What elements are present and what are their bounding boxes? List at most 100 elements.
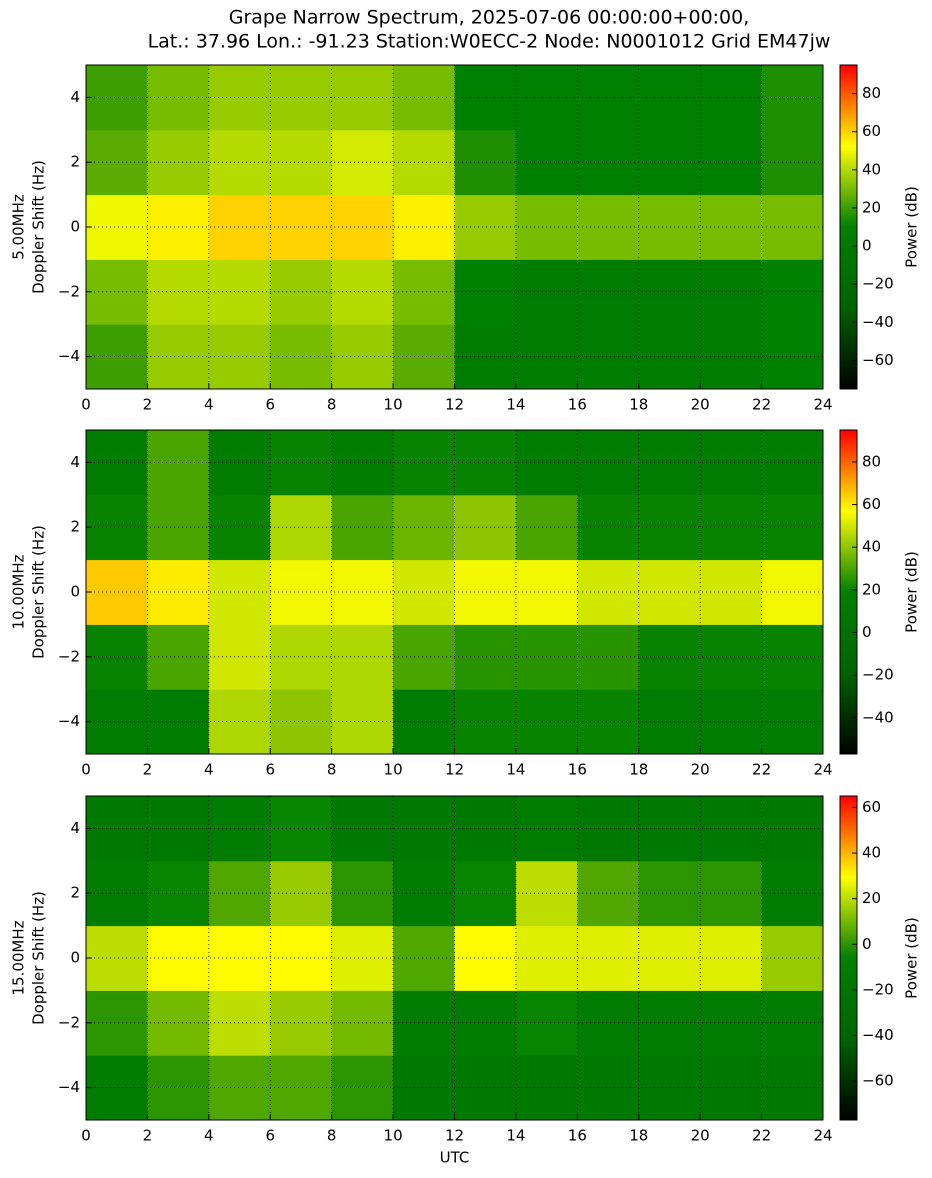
colorbar-tick-label: 0	[862, 935, 872, 953]
y-tick-label: −2	[58, 282, 80, 300]
heatmap-cell	[700, 259, 763, 325]
heatmap-cell	[761, 259, 824, 325]
heatmap-cell	[454, 129, 517, 196]
heatmap-cell	[270, 925, 333, 991]
x-tick-label: 14	[506, 1127, 525, 1145]
heatmap-cell	[86, 796, 148, 862]
heatmap-cell	[577, 324, 640, 390]
heatmap-cell	[638, 559, 701, 625]
x-tick-label: 16	[568, 396, 587, 414]
heatmap-cell	[208, 796, 271, 862]
heatmap-cell	[454, 624, 517, 690]
heatmap-cell	[454, 259, 517, 325]
heatmap-cell	[577, 259, 640, 325]
heatmap-cell	[208, 860, 271, 927]
colorbar-tick-label: 60	[862, 798, 881, 816]
heatmap-cell	[270, 689, 333, 755]
heatmap-cell	[700, 624, 763, 690]
heatmap-cell	[577, 860, 640, 927]
heatmap-cell	[393, 925, 455, 991]
x-tick-label: 20	[691, 761, 710, 779]
x-tick-label: 0	[81, 761, 91, 779]
x-tick-label: 20	[691, 1127, 710, 1145]
colorbar-tick-label: −20	[862, 666, 894, 684]
heatmap-cell	[700, 1055, 763, 1121]
heatmap-cell	[86, 925, 148, 991]
heatmap-cell	[638, 430, 701, 496]
x-tick-label: 12	[445, 761, 464, 779]
colorbar-label: Power (dB)	[903, 186, 921, 268]
heatmap-cell	[393, 494, 455, 561]
colorbar	[839, 64, 858, 390]
x-tick-label: 22	[752, 1127, 771, 1145]
colorbar-tick-label: 20	[862, 580, 881, 598]
heatmap-cell	[700, 925, 763, 991]
heatmap-cell	[700, 796, 763, 862]
y-tick-label: 2	[70, 518, 80, 536]
x-tick-label: 4	[204, 396, 214, 414]
heatmap-cell	[393, 990, 455, 1056]
x-tick-label: 18	[629, 761, 648, 779]
y-tick-label: 2	[70, 153, 80, 171]
heatmap-cell	[454, 559, 517, 625]
y-axis-label: 5.00MHz	[10, 194, 28, 260]
y-axis-label: 10.00MHz	[10, 554, 28, 629]
heatmap-cell	[270, 1055, 333, 1121]
x-tick-label: 4	[204, 1127, 214, 1145]
heatmap-cell	[270, 990, 333, 1056]
x-tick-label: 18	[629, 1127, 648, 1145]
x-tick-label: 6	[265, 761, 275, 779]
x-tick-label: 22	[752, 761, 771, 779]
heatmap-cell	[577, 1055, 640, 1121]
x-tick-label: 6	[265, 1127, 275, 1145]
heatmap-cell	[761, 925, 824, 991]
heatmap-cell	[761, 430, 824, 496]
heatmap-cell	[454, 494, 517, 561]
heatmap-cell	[577, 925, 640, 991]
x-tick-label: 14	[506, 761, 525, 779]
heatmap-cell	[270, 860, 333, 927]
heatmap-cell	[270, 194, 333, 260]
x-tick-label: 12	[445, 1127, 464, 1145]
heatmap-cell	[638, 324, 701, 390]
heatmap-cell	[86, 689, 148, 755]
heatmap-cell	[208, 194, 271, 260]
heatmap-cell	[393, 1055, 455, 1121]
heatmap-cell	[761, 860, 824, 927]
heatmap-cell	[393, 559, 455, 625]
colorbar-tick-label: −60	[862, 351, 894, 369]
x-axis-label: UTC	[440, 1149, 470, 1167]
heatmap-cell	[270, 624, 333, 690]
heatmap-cell	[393, 194, 455, 260]
heatmap-cell	[761, 796, 824, 862]
heatmap-cell	[270, 494, 333, 561]
heatmap-cell	[577, 65, 640, 131]
heatmap-cell	[577, 624, 640, 690]
heatmap-cell	[86, 860, 148, 927]
heatmap-cell	[761, 990, 824, 1056]
x-tick-label: 10	[384, 761, 403, 779]
heatmap-cell	[454, 1055, 517, 1121]
colorbar-tick-label: 80	[862, 452, 881, 470]
heatmap-cell	[638, 860, 701, 927]
y-tick-label: −4	[58, 347, 80, 365]
heatmap-cell	[761, 494, 824, 561]
heatmap-cell	[208, 324, 271, 390]
y-axis-label: Doppler Shift (Hz)	[30, 160, 48, 294]
heatmap-cell	[86, 194, 148, 260]
heatmap-cell	[270, 324, 333, 390]
heatmap-cell	[761, 194, 824, 260]
heatmap-cell	[393, 324, 455, 390]
heatmap-cell	[393, 259, 455, 325]
y-axis-label: 15.00MHz	[10, 920, 28, 995]
x-tick-label: 16	[568, 761, 587, 779]
heatmap-cell	[208, 65, 271, 131]
y-tick-label: 4	[70, 453, 80, 471]
heatmap-cell	[454, 689, 517, 755]
y-tick-label: 2	[70, 884, 80, 902]
heatmap-cell	[208, 1055, 271, 1121]
x-tick-label: 2	[143, 761, 153, 779]
heatmap-cell	[454, 194, 517, 260]
